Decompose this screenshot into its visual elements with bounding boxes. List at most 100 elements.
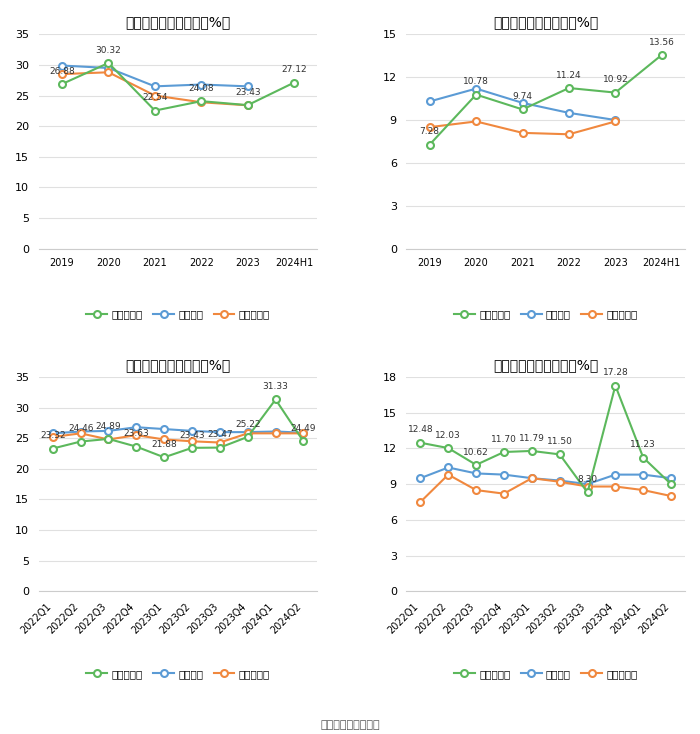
Text: 24.49: 24.49 — [290, 424, 316, 433]
Text: 数据来源：恒生聚源: 数据来源：恒生聚源 — [320, 720, 380, 730]
公司净利率 — [667, 480, 676, 489]
公司净利率 — [472, 90, 480, 99]
Text: 31.33: 31.33 — [262, 382, 288, 391]
Text: 23.63: 23.63 — [123, 429, 149, 438]
行业中位数 — [472, 486, 480, 495]
Line: 行业中位数: 行业中位数 — [59, 69, 251, 109]
Text: 23.32: 23.32 — [40, 431, 66, 440]
行业中位数 — [639, 486, 648, 495]
Text: 24.46: 24.46 — [68, 424, 93, 433]
行业均值 — [48, 429, 57, 437]
行业中位数 — [132, 431, 141, 440]
行业中位数 — [556, 477, 564, 486]
行业中位数 — [299, 429, 307, 437]
Text: 26.88: 26.88 — [49, 67, 75, 76]
行业中位数 — [272, 429, 280, 437]
行业均值 — [500, 470, 508, 479]
行业中位数 — [565, 130, 573, 139]
Text: 24.89: 24.89 — [96, 421, 121, 431]
行业均值 — [104, 426, 113, 435]
行业均值 — [472, 84, 480, 93]
Line: 行业中位数: 行业中位数 — [49, 430, 307, 446]
Legend: 公司净利率, 行业均值, 行业中位数: 公司净利率, 行业均值, 行业中位数 — [450, 665, 642, 683]
公司毛利率 — [76, 437, 85, 446]
行业中位数 — [244, 429, 252, 437]
Text: 30.32: 30.32 — [96, 46, 121, 54]
公司毛利率 — [290, 78, 298, 87]
行业中位数 — [48, 432, 57, 441]
行业均值 — [132, 423, 141, 432]
Text: 22.54: 22.54 — [142, 93, 167, 102]
Text: 17.28: 17.28 — [603, 368, 628, 377]
行业中位数 — [416, 498, 425, 506]
行业中位数 — [583, 482, 592, 491]
公司毛利率 — [104, 435, 113, 443]
行业均值 — [667, 473, 676, 482]
公司净利率 — [639, 453, 648, 462]
公司毛利率 — [197, 97, 206, 106]
Line: 公司净利率: 公司净利率 — [426, 51, 665, 148]
Legend: 公司毛利率, 行业均值, 行业中位数: 公司毛利率, 行业均值, 行业中位数 — [83, 665, 274, 683]
公司净利率 — [500, 448, 508, 457]
行业中位数 — [518, 128, 526, 137]
Title: 季度净利率变化情况（%）: 季度净利率变化情况（%） — [493, 357, 598, 371]
行业均值 — [472, 469, 480, 478]
公司净利率 — [565, 84, 573, 92]
行业中位数 — [472, 117, 480, 126]
Text: 11.23: 11.23 — [630, 440, 656, 449]
Text: 11.79: 11.79 — [519, 434, 545, 443]
行业均值 — [244, 428, 252, 437]
行业中位数 — [150, 91, 159, 100]
行业均值 — [565, 109, 573, 117]
行业均值 — [444, 463, 452, 472]
行业中位数 — [244, 101, 252, 109]
行业中位数 — [104, 68, 113, 76]
Line: 公司毛利率: 公司毛利率 — [59, 59, 298, 114]
行业中位数 — [667, 492, 676, 501]
行业均值 — [611, 116, 620, 125]
Text: 24.08: 24.08 — [188, 84, 214, 92]
行业均值 — [583, 480, 592, 489]
行业均值 — [611, 470, 620, 479]
Text: 12.48: 12.48 — [407, 426, 433, 435]
公司净利率 — [528, 446, 536, 455]
行业均值 — [76, 427, 85, 436]
Text: 11.50: 11.50 — [547, 437, 573, 446]
Line: 公司净利率: 公司净利率 — [417, 382, 675, 496]
行业均值 — [244, 82, 252, 91]
公司毛利率 — [188, 443, 196, 452]
公司毛利率 — [132, 442, 141, 451]
公司净利率 — [444, 443, 452, 452]
Text: 9.74: 9.74 — [512, 92, 533, 101]
行业均值 — [197, 80, 206, 89]
公司净利率 — [472, 460, 480, 469]
公司毛利率 — [272, 395, 280, 404]
Text: 10.78: 10.78 — [463, 77, 489, 87]
行业中位数 — [216, 438, 224, 447]
公司毛利率 — [150, 106, 159, 115]
公司净利率 — [416, 438, 425, 447]
公司净利率 — [657, 51, 666, 59]
行业中位数 — [611, 117, 620, 126]
行业均值 — [426, 97, 434, 106]
行业均值 — [639, 470, 648, 479]
行业均值 — [150, 82, 159, 91]
公司毛利率 — [244, 101, 252, 109]
行业均值 — [416, 473, 425, 482]
公司净利率 — [611, 88, 620, 97]
Text: 12.03: 12.03 — [435, 431, 461, 440]
公司毛利率 — [58, 79, 66, 88]
行业均值 — [528, 473, 536, 482]
行业均值 — [58, 61, 66, 70]
公司毛利率 — [104, 59, 113, 68]
行业均值 — [160, 425, 169, 434]
行业中位数 — [104, 435, 113, 444]
行业均值 — [518, 98, 526, 107]
Legend: 公司毛利率, 行业均值, 行业中位数: 公司毛利率, 行业均值, 行业中位数 — [83, 305, 274, 324]
行业中位数 — [528, 473, 536, 482]
Line: 行业均值: 行业均值 — [49, 424, 307, 437]
Text: 13.56: 13.56 — [649, 37, 675, 46]
Text: 7.28: 7.28 — [420, 127, 440, 137]
行业均值 — [272, 427, 280, 436]
Text: 11.24: 11.24 — [556, 70, 582, 80]
